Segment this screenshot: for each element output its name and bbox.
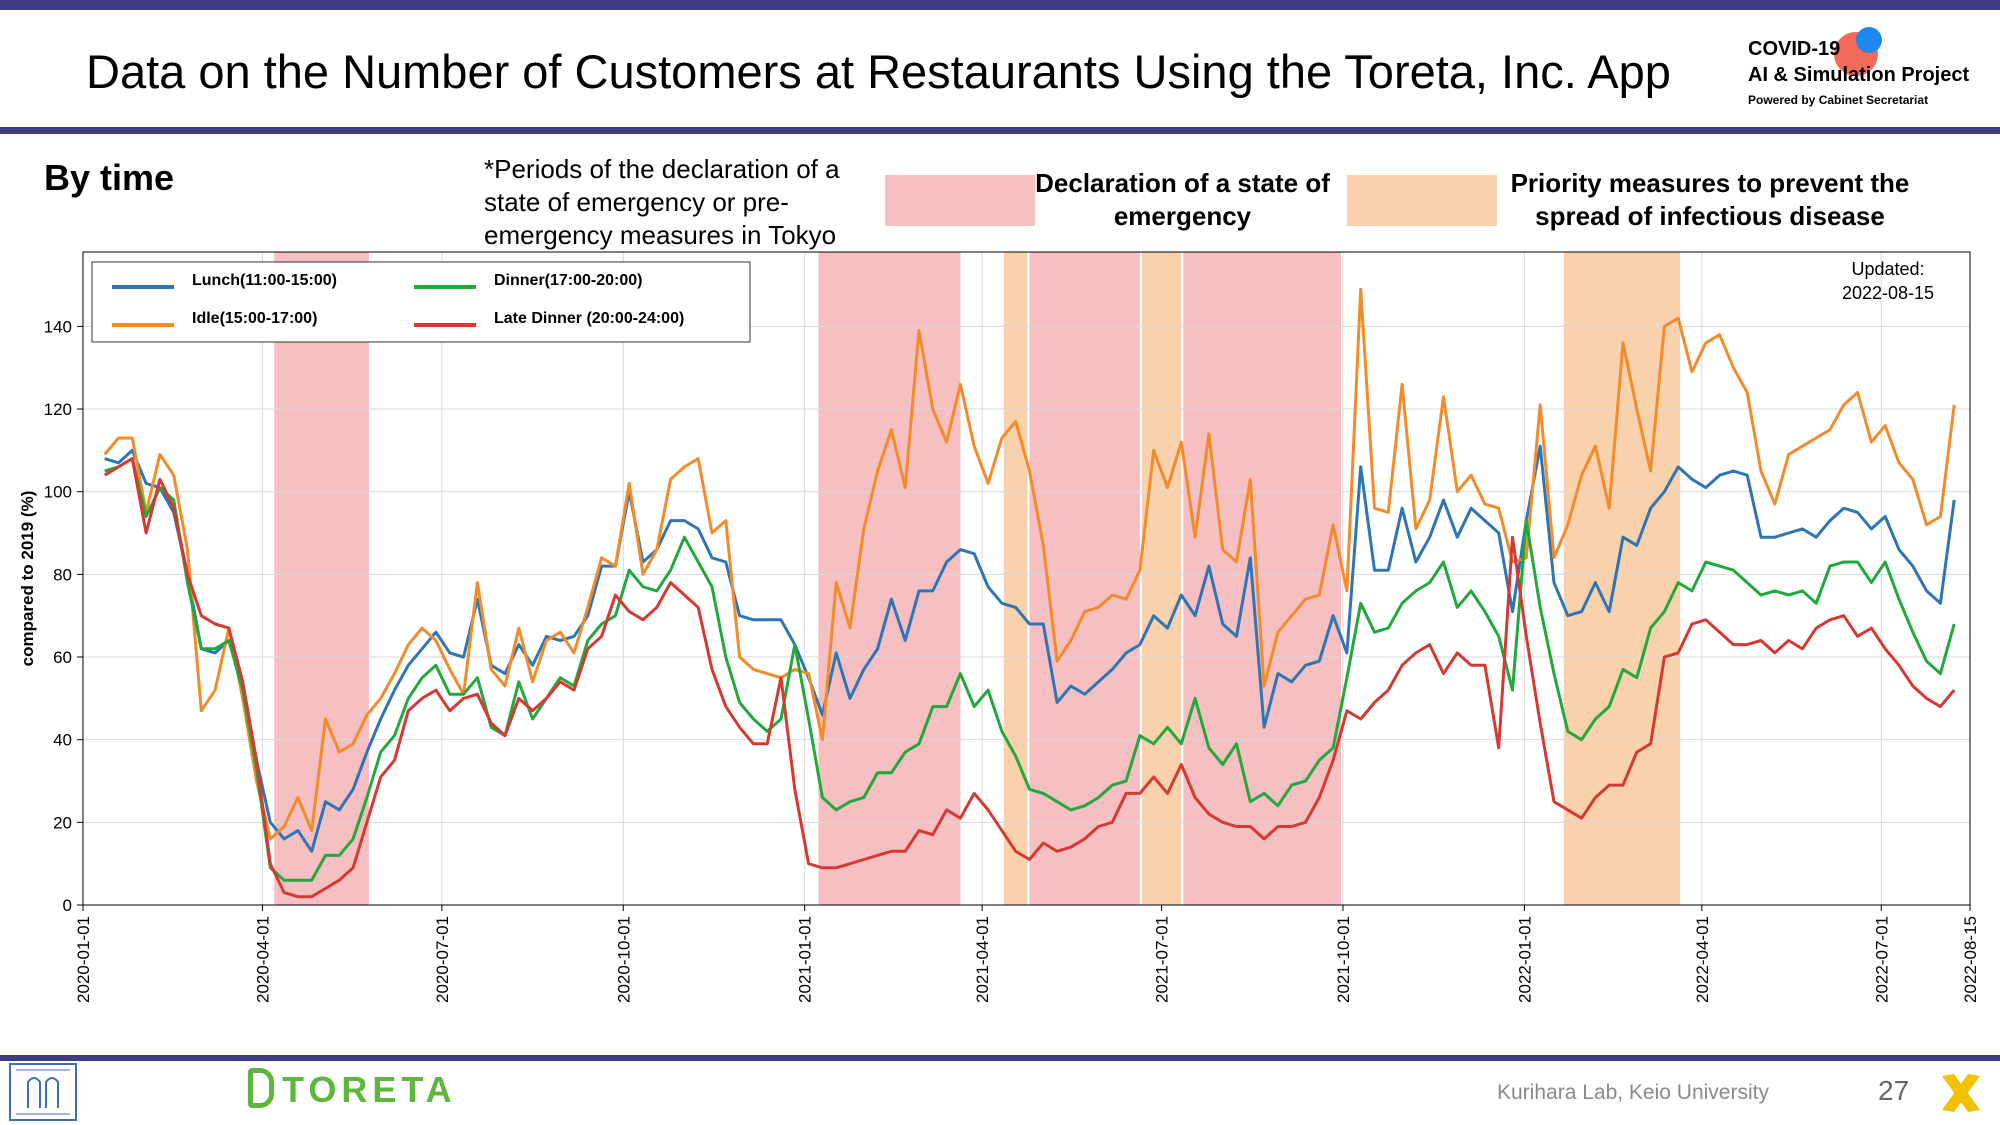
emergency-key-label: Declaration of a state of emergency xyxy=(1035,168,1330,231)
y-tick-label: 60 xyxy=(53,648,72,667)
x-tick-label: 2022-08-15 xyxy=(1961,916,1980,1003)
y-tick-label: 140 xyxy=(44,317,72,336)
updated-label: Updated: xyxy=(1851,259,1924,279)
covid-project-logo: COVID-19 AI & Simulation Project Powered… xyxy=(1748,22,1988,117)
updated-date: 2022-08-15 xyxy=(1842,283,1934,303)
x-tick-label: 2020-01-01 xyxy=(74,916,93,1003)
x-tick-label: 2020-04-01 xyxy=(253,916,272,1003)
top-band xyxy=(0,0,2000,10)
priority-key-swatch xyxy=(1347,175,1497,226)
y-tick-label: 0 xyxy=(63,896,72,915)
toreta-mark-icon xyxy=(248,1068,274,1108)
emergency-period-band xyxy=(818,252,961,905)
logo-line2: AI & Simulation Project xyxy=(1748,64,1970,86)
legend-box xyxy=(91,261,751,343)
page-title: Data on the Number of Customers at Resta… xyxy=(86,45,1671,98)
emergency-period-band xyxy=(274,252,369,905)
logo-line3: Powered by Cabinet Secretariat xyxy=(1748,93,1929,107)
kurihara-lab-logo-icon xyxy=(9,1063,77,1121)
priority-period-band xyxy=(1003,252,1028,905)
emergency-key-swatch xyxy=(885,175,1035,226)
logo-blue-dot-icon xyxy=(1856,27,1882,53)
x-tick-label: 2021-04-01 xyxy=(973,916,992,1003)
y-tick-label: 80 xyxy=(53,565,72,584)
y-tick-label: 40 xyxy=(53,731,72,750)
x-mark-logo-icon xyxy=(1942,1074,1980,1112)
x-tick-label: 2021-10-01 xyxy=(1334,916,1353,1003)
x-tick-label: 2021-07-01 xyxy=(1153,916,1172,1003)
x-tick-label: 2022-07-01 xyxy=(1872,916,1891,1003)
page-number: 27 xyxy=(1878,1075,1910,1106)
series-line-late-dinner xyxy=(103,457,1956,899)
y-tick-label: 100 xyxy=(44,483,72,502)
x-tick-label: 2020-07-01 xyxy=(433,916,452,1003)
toreta-wordmark: TORETA xyxy=(282,1069,457,1110)
legend-label-lunch: Lunch(11:00-15:00) xyxy=(192,272,337,289)
title-underline-band xyxy=(0,127,2000,134)
footer-band xyxy=(0,1055,2000,1061)
x-tick-label: 2020-10-01 xyxy=(614,916,633,1003)
priority-key-label: Priority measures to prevent the spread … xyxy=(1510,168,1910,231)
series-line-idle xyxy=(103,287,1956,841)
lab-name: Kurihara Lab, Keio University xyxy=(1497,1081,1769,1104)
plot-frame xyxy=(82,251,1971,906)
legend-label-late-dinner: Late Dinner (20:00-24:00) xyxy=(494,310,684,327)
series-line-lunch xyxy=(104,444,1956,853)
y-tick-label: 20 xyxy=(53,813,72,832)
x-tick-label: 2021-01-01 xyxy=(796,916,815,1003)
y-tick-label: 120 xyxy=(44,400,72,419)
y-axis-label: compared to 2019 (%) xyxy=(18,491,37,667)
legend-label-idle: Idle(15:00-17:00) xyxy=(192,310,317,327)
period-note: *Periods of the declaration of a state o… xyxy=(484,154,840,250)
x-tick-label: 2022-04-01 xyxy=(1693,916,1712,1003)
section-title: By time xyxy=(44,157,175,198)
x-tick-label: 2022-01-01 xyxy=(1515,916,1534,1003)
series-line-dinner xyxy=(104,457,1956,882)
logo-line1: COVID-19 xyxy=(1748,38,1841,60)
legend-label-dinner: Dinner(17:00-20:00) xyxy=(494,272,643,289)
customer-line-chart: 0 20 40 60 80 100 120 140 2020-01-01 2020-04-01 20… xyxy=(18,251,1980,1003)
toreta-logo: TORETA xyxy=(248,1068,457,1111)
